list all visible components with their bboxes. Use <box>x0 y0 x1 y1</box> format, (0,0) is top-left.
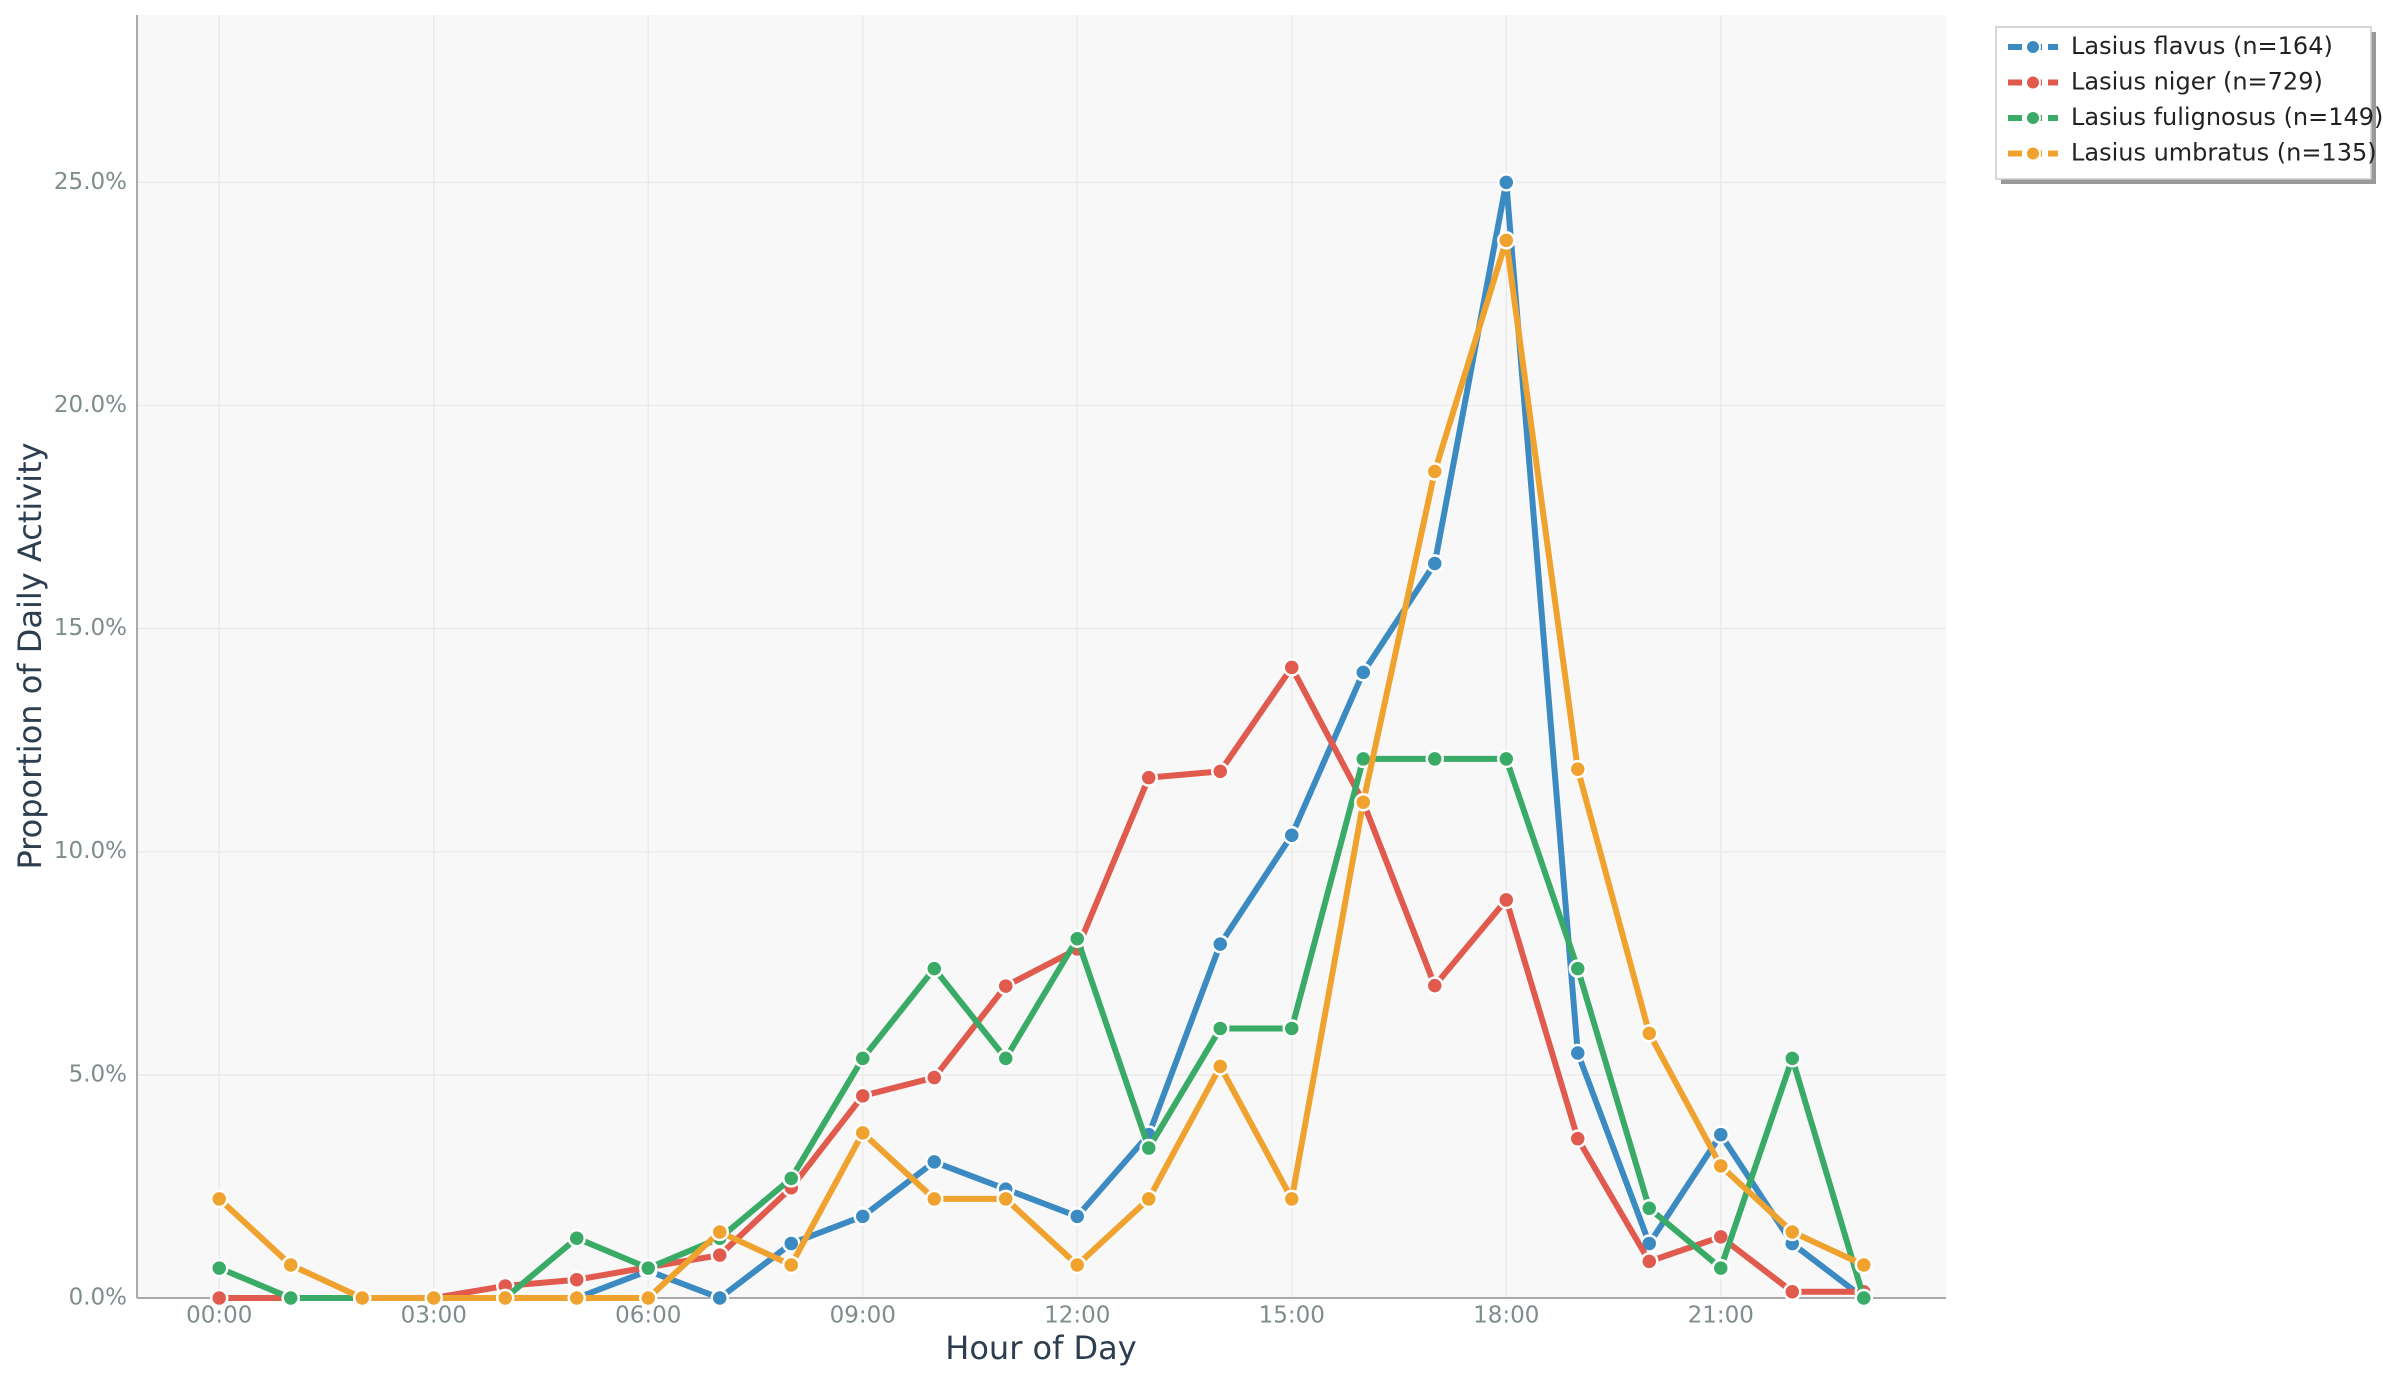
data-point <box>996 1049 1015 1068</box>
data-point <box>924 1189 944 1209</box>
data-point <box>1568 1129 1588 1148</box>
legend-marker <box>2025 145 2041 162</box>
data-point <box>1497 231 1516 250</box>
data-point <box>638 1258 658 1278</box>
y-tick-label: 5.0% <box>69 1061 127 1087</box>
legend-marker <box>2025 110 2041 126</box>
y-tick-label: 20.0% <box>54 392 127 418</box>
data-point <box>1354 663 1373 682</box>
data-point <box>1568 1043 1588 1063</box>
y-tick-label: 10.0% <box>54 838 127 864</box>
x-tick-label: 18:00 <box>1473 1303 1539 1329</box>
data-point <box>1211 1019 1230 1038</box>
data-point <box>1640 1199 1659 1218</box>
data-point <box>1139 1189 1159 1209</box>
data-point <box>1568 759 1588 779</box>
data-point <box>352 1288 372 1308</box>
y-tick-label: 0.0% <box>69 1285 127 1311</box>
data-point <box>1068 1207 1087 1226</box>
data-point <box>853 1123 872 1143</box>
legend-label: Lasius flavus (n=164) <box>2071 32 2333 60</box>
data-point <box>996 1189 1015 1209</box>
legend-label: Lasius fulignosus (n=149) <box>2071 103 2383 131</box>
data-point <box>281 1288 300 1308</box>
data-point <box>1139 1138 1159 1158</box>
data-point <box>1282 1189 1302 1209</box>
data-point <box>1568 959 1588 978</box>
data-point <box>209 1288 229 1308</box>
legend-label: Lasius umbratus (n=135) <box>2071 139 2377 167</box>
data-point <box>1783 1222 1802 1242</box>
data-point <box>1783 1049 1802 1068</box>
data-point <box>209 1258 229 1278</box>
data-point <box>924 1152 944 1172</box>
data-point <box>209 1189 229 1209</box>
series-line <box>217 237 1866 1301</box>
data-point <box>638 1288 658 1308</box>
data-point <box>710 1222 729 1242</box>
data-point <box>1711 1156 1731 1176</box>
data-point <box>1068 1255 1087 1275</box>
data-point <box>1354 792 1373 812</box>
x-tick-label: 21:00 <box>1688 1303 1754 1329</box>
y-tick-label: 25.0% <box>54 169 127 195</box>
data-point <box>1783 1282 1802 1302</box>
data-point <box>1425 749 1445 769</box>
data-point <box>1211 934 1230 954</box>
data-point <box>1854 1288 1874 1308</box>
data-point <box>1497 173 1516 192</box>
data-point <box>1497 749 1516 769</box>
data-point <box>781 1169 801 1188</box>
series-line <box>219 664 1864 1301</box>
data-point <box>996 976 1015 996</box>
y-axis-label: Proportion of Daily Activity <box>11 442 49 869</box>
legend-label: Lasius niger (n=729) <box>2071 68 2323 96</box>
plot-area <box>137 15 1946 1298</box>
data-point <box>1211 1057 1230 1076</box>
data-point <box>1425 554 1445 573</box>
data-point <box>1711 1125 1731 1144</box>
data-point <box>1068 929 1087 949</box>
x-axis-label: Hour of Day <box>945 1329 1136 1367</box>
legend-marker <box>2025 74 2041 91</box>
data-point <box>781 1234 801 1253</box>
x-tick-label: 15:00 <box>1259 1303 1325 1329</box>
data-point <box>1497 890 1516 910</box>
data-point <box>853 1049 872 1068</box>
data-point <box>567 1228 586 1248</box>
y-tick-label: 15.0% <box>54 615 127 641</box>
legend <box>1995 26 2372 180</box>
data-point <box>567 1270 586 1289</box>
data-point <box>1211 762 1230 781</box>
data-point <box>853 1086 872 1106</box>
data-point <box>1425 462 1445 481</box>
data-point <box>710 1288 729 1308</box>
legend-marker <box>2025 39 2041 55</box>
data-point <box>567 1288 586 1308</box>
data-point <box>1282 1019 1302 1038</box>
data-point <box>853 1207 872 1226</box>
data-point <box>281 1255 300 1275</box>
data-point <box>1640 1252 1659 1271</box>
data-point <box>1282 825 1302 845</box>
x-tick-label: 12:00 <box>1044 1303 1110 1329</box>
data-point <box>1854 1255 1874 1275</box>
data-point <box>781 1255 801 1275</box>
data-point <box>1139 768 1159 787</box>
data-point <box>924 959 944 978</box>
data-point <box>424 1288 443 1308</box>
data-point <box>495 1288 515 1308</box>
data-point <box>1640 1024 1659 1043</box>
x-tick-label: 09:00 <box>830 1303 896 1329</box>
data-point <box>710 1245 729 1265</box>
data-point <box>924 1068 944 1087</box>
data-point <box>1425 976 1445 995</box>
data-point <box>1282 658 1302 677</box>
data-point <box>1711 1258 1731 1278</box>
